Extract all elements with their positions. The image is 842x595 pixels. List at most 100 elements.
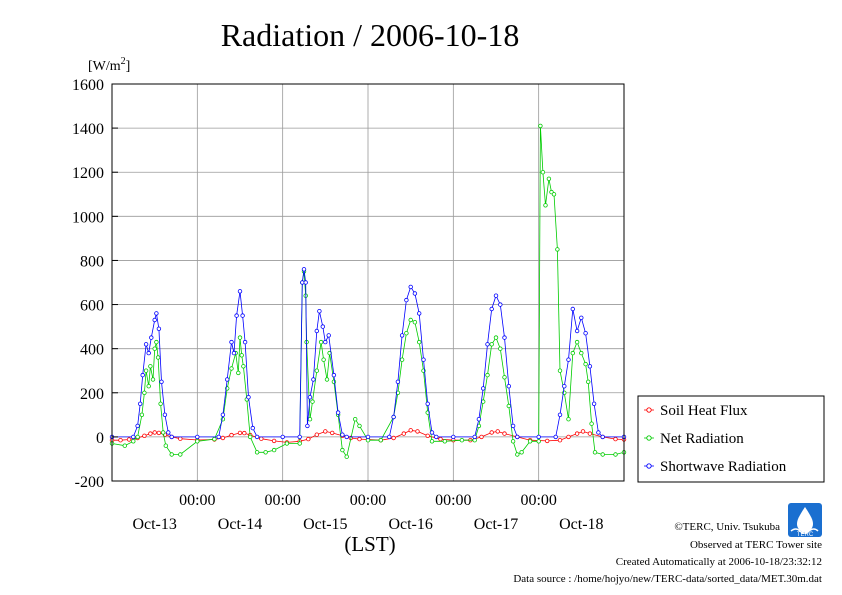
data-point xyxy=(580,429,586,434)
credit-copyright: ©TERC, Univ. Tsukuba xyxy=(674,521,780,533)
data-point xyxy=(591,401,597,406)
data-point xyxy=(583,331,588,336)
data-point xyxy=(263,450,268,455)
data-point xyxy=(357,436,362,442)
data-point xyxy=(158,401,163,406)
data-point xyxy=(149,335,154,340)
data-point xyxy=(557,368,563,373)
legend-label: Net Radiation xyxy=(660,431,744,447)
data-point xyxy=(195,439,200,444)
chart-title: Radiation / 2006-10-18 xyxy=(221,17,520,53)
data-point xyxy=(331,372,337,378)
data-point xyxy=(540,169,546,175)
data-point xyxy=(579,315,584,320)
y-tick-label: 1200 xyxy=(72,165,104,182)
data-point xyxy=(126,437,132,442)
data-point xyxy=(156,326,162,331)
data-point xyxy=(323,429,328,434)
data-point xyxy=(284,441,290,446)
data-point xyxy=(479,434,484,440)
data-point xyxy=(152,317,157,323)
data-point xyxy=(216,434,221,440)
data-point xyxy=(254,434,260,440)
data-point xyxy=(154,311,159,316)
data-point xyxy=(131,439,136,444)
data-point xyxy=(310,399,315,404)
data-point xyxy=(246,395,251,400)
data-point xyxy=(178,452,183,457)
data-point xyxy=(250,425,255,431)
grid-lines xyxy=(112,83,624,482)
legend-box xyxy=(637,395,825,483)
data-point xyxy=(323,339,328,345)
x-date-label: Oct-13 xyxy=(132,516,176,533)
data-point xyxy=(220,412,226,417)
x-date-label: Oct-18 xyxy=(559,516,603,533)
data-point xyxy=(592,450,598,455)
data-point xyxy=(122,443,127,448)
x-date-label: Oct-16 xyxy=(388,516,432,533)
data-point xyxy=(239,353,244,358)
data-point xyxy=(159,379,164,384)
data-point xyxy=(166,430,171,435)
data-point xyxy=(502,431,507,436)
data-point xyxy=(305,423,310,429)
data-point xyxy=(417,311,422,316)
data-point xyxy=(137,401,143,406)
data-point xyxy=(472,434,477,440)
credit-observed: Observed at TERC Tower site xyxy=(690,539,822,551)
data-point xyxy=(408,317,413,323)
y-tick-label: -200 xyxy=(75,474,104,491)
data-point xyxy=(425,433,430,438)
data-point xyxy=(297,434,302,440)
data-point xyxy=(545,438,550,444)
data-point xyxy=(562,384,567,389)
data-point xyxy=(321,357,326,362)
data-point xyxy=(303,280,308,285)
x-axis-label: (LST) xyxy=(344,532,395,556)
water-drop-icon xyxy=(797,507,813,532)
data-point xyxy=(143,342,149,347)
data-point xyxy=(481,386,486,391)
legend-label: Soil Heat Flux xyxy=(660,403,748,419)
data-point xyxy=(237,335,243,340)
data-point xyxy=(152,430,157,435)
data-point xyxy=(459,438,465,443)
data-point xyxy=(495,429,500,434)
data-point xyxy=(391,435,396,441)
data-point xyxy=(340,447,345,453)
data-point xyxy=(557,412,563,417)
data-point xyxy=(498,346,503,351)
data-point xyxy=(451,434,456,440)
data-point xyxy=(553,434,558,440)
data-point xyxy=(314,368,319,373)
data-point xyxy=(600,434,605,440)
data-point xyxy=(330,430,335,436)
data-point xyxy=(498,302,503,307)
data-point xyxy=(502,375,507,380)
data-point xyxy=(485,372,490,378)
data-point xyxy=(536,434,541,440)
data-point xyxy=(241,364,246,369)
data-point xyxy=(242,339,248,345)
data-point xyxy=(613,452,618,457)
data-point xyxy=(280,434,285,440)
credit-created: Created Automatically at 2006-10-18/23:3… xyxy=(616,556,822,568)
y-tick-label: 800 xyxy=(80,253,104,270)
data-point xyxy=(395,379,401,384)
data-point xyxy=(240,313,245,318)
data-point xyxy=(421,357,426,362)
data-point xyxy=(543,203,548,208)
data-point xyxy=(340,432,345,437)
credit-data-source: Data source : /home/hojyo/new/TERC-data/… xyxy=(513,573,822,585)
data-point xyxy=(555,247,560,252)
data-point xyxy=(271,438,277,444)
data-point xyxy=(387,434,392,440)
data-point xyxy=(404,331,409,336)
data-point xyxy=(301,267,307,272)
data-point xyxy=(178,436,183,441)
data-point xyxy=(399,357,405,362)
data-point xyxy=(613,436,618,442)
data-point xyxy=(220,435,226,441)
data-point xyxy=(493,335,499,340)
